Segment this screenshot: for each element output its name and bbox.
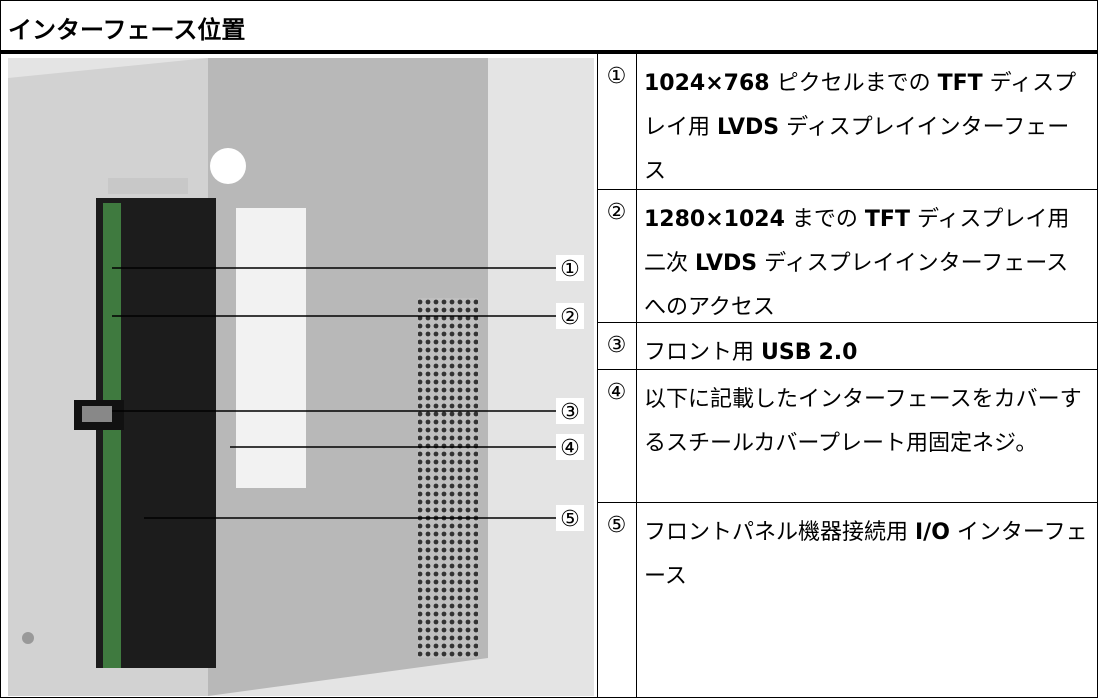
- row-text: 以下に記載したインターフェースをカバーするスチールカバープレート用固定ネジ。: [644, 387, 1082, 456]
- callout-label: ②: [560, 305, 580, 330]
- table-row: ③ フロント用 USB 2.0: [597, 323, 1098, 370]
- device-photo: ① ② ③ ④ ⑤: [8, 58, 594, 696]
- row-text: フロント用 USB 2.0: [644, 340, 858, 365]
- callout-label: ③: [560, 400, 580, 425]
- row-marker: ③: [606, 333, 627, 358]
- callout-bg: [556, 505, 584, 531]
- callout-bg: [556, 303, 584, 329]
- header-title: インターフェース位置: [8, 16, 246, 44]
- table-row: ① 1024×768 ピクセルまでの TFT ディスプレイ用 LVDS ディスプレ…: [597, 54, 1098, 190]
- row-text: フロントパネル機器接続用 I/O インターフェース: [644, 520, 1088, 589]
- row-marker: ②: [606, 200, 627, 225]
- column-divider: [597, 54, 598, 698]
- row-marker: ④: [606, 380, 627, 405]
- column-divider: [636, 54, 637, 698]
- table-row: ⑤ フロントパネル機器接続用 I/O インターフェース: [597, 503, 1098, 698]
- row-text: 1280×1024 までの TFT ディスプレイ用二次 LVDS ディスプレイイ…: [644, 207, 1070, 320]
- table-row: ② 1280×1024 までの TFT ディスプレイ用二次 LVDS ディスプレイ…: [597, 190, 1098, 323]
- callout-bg: [556, 434, 584, 460]
- callout-label: ①: [560, 257, 580, 282]
- callout-label: ⑤: [560, 507, 580, 532]
- header-rule: [0, 50, 1098, 54]
- row-marker: ⑤: [606, 513, 627, 538]
- callout-bg: [556, 255, 584, 281]
- callout-label: ④: [560, 436, 580, 461]
- row-text: 1024×768 ピクセルまでの TFT ディスプレイ用 LVDS ディスプレイ…: [644, 71, 1077, 184]
- row-marker: ①: [606, 64, 627, 89]
- callout-bg: [556, 398, 584, 424]
- table-row: ④ 以下に記載したインターフェースをカバーするスチールカバープレート用固定ネジ。: [597, 370, 1098, 503]
